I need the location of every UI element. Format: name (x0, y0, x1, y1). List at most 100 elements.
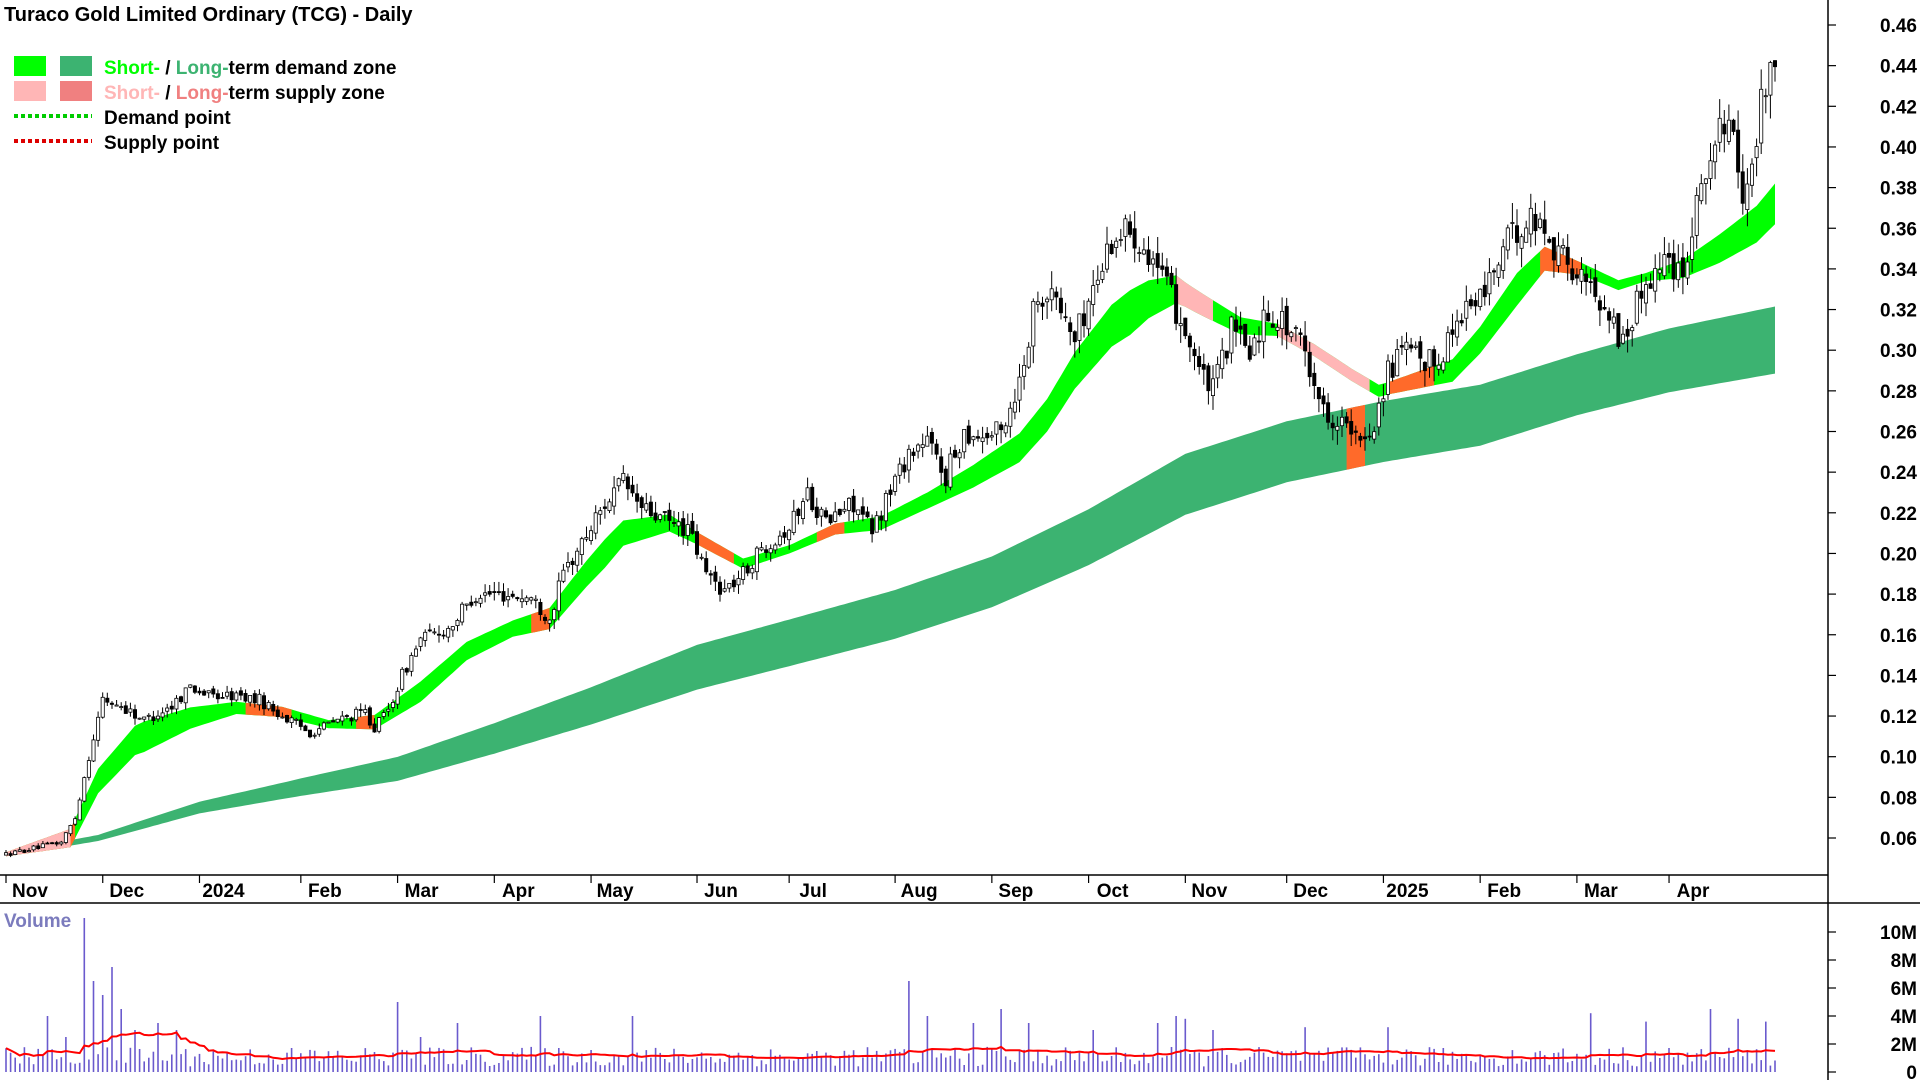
candle-body (1542, 219, 1547, 234)
candle-body (1187, 335, 1192, 348)
candle-body (1676, 262, 1681, 281)
volume-bars (5, 918, 1776, 1072)
candle-body (1358, 435, 1363, 441)
candle-body (446, 628, 451, 638)
candle-body (192, 685, 197, 693)
legend-swatch-short-supply (14, 81, 46, 101)
candle-body (340, 715, 345, 722)
short-term-supply-zone-start (6, 828, 71, 857)
candle-body (197, 690, 202, 694)
candle-body (1031, 300, 1036, 347)
candle-body (13, 850, 18, 856)
candle-body (1335, 425, 1340, 431)
candle-body (612, 487, 617, 507)
volume-tick-label: 10M (1880, 923, 1917, 944)
candle-body (271, 704, 276, 712)
candle-body (501, 591, 506, 602)
candle-body (1630, 327, 1635, 332)
candle-body (1625, 328, 1630, 337)
candle-body (307, 729, 312, 738)
candle-body (1699, 183, 1704, 202)
volume-panel: Volume 0 2M 4M 6M 8M 10M (4, 911, 1917, 1080)
candle-body (1703, 178, 1708, 184)
candle-body (354, 708, 359, 721)
month-tick-label: 2024 (202, 881, 245, 902)
candle-body (441, 634, 446, 637)
candle-body (225, 691, 230, 697)
candle-body (1363, 436, 1368, 440)
candle-body (962, 428, 967, 453)
candle-body (1510, 222, 1515, 224)
price-tick-label: 0.16 (1880, 626, 1917, 647)
candle-body (506, 596, 511, 601)
candle-body (22, 849, 27, 853)
candle-body (1068, 322, 1073, 332)
candle-body (363, 709, 368, 713)
candle-body (1114, 240, 1119, 248)
candle-body (1533, 213, 1538, 232)
candle-body (925, 435, 930, 447)
candle-body (178, 696, 183, 703)
candle-body (284, 715, 289, 723)
candle-body (1487, 272, 1492, 295)
candle-body (146, 714, 151, 717)
candle-body (1657, 269, 1662, 274)
candle-body (685, 524, 690, 536)
candle-body (155, 715, 160, 720)
candle-body (759, 547, 764, 551)
candle-body (1132, 228, 1137, 249)
candle-body (1141, 249, 1146, 255)
candle-body (1611, 316, 1616, 324)
candle-body (464, 603, 469, 606)
short-term-supply-zone-5 (816, 522, 845, 543)
candle-body (492, 591, 497, 594)
candle-body (1644, 284, 1649, 304)
candle-body (791, 510, 796, 533)
candle-body (1118, 239, 1123, 241)
candle-body (1754, 146, 1759, 159)
candle-body (561, 569, 566, 582)
candle-body (856, 509, 861, 515)
candle-body (1376, 402, 1381, 428)
candle-body (1717, 117, 1722, 143)
candle-body (1386, 360, 1391, 395)
candle-body (432, 631, 437, 634)
candle-body (1459, 320, 1464, 324)
candle-body (929, 431, 934, 444)
short-term-supply-zone-6 (1176, 275, 1213, 321)
candle-body (1680, 257, 1685, 277)
candle-body (1441, 361, 1446, 371)
candle-body (1077, 313, 1082, 341)
candle-body (206, 690, 211, 694)
candle-body (1722, 123, 1727, 135)
candle-body (1247, 345, 1252, 360)
candle-body (469, 601, 474, 606)
candle-body (1588, 281, 1593, 284)
candle-body (690, 520, 695, 534)
candle-body (906, 448, 911, 471)
candle-body (377, 717, 382, 732)
candle-body (1404, 341, 1409, 351)
candle-body (17, 849, 22, 852)
candle-body (524, 597, 529, 602)
price-tick-label: 0.20 (1880, 544, 1917, 565)
legend: Short- / Long-term demand zone Short- / L… (14, 56, 396, 154)
candle-body (1220, 349, 1225, 370)
month-tick-label: 2025 (1386, 881, 1429, 902)
candle-body (381, 712, 386, 717)
candle-body (1035, 301, 1040, 305)
candle-body (999, 424, 1004, 431)
candle-body (1261, 309, 1266, 343)
candle-body (1690, 236, 1695, 260)
candle-body (1340, 416, 1345, 427)
candle-body (1418, 341, 1423, 359)
candle-body (1561, 245, 1566, 249)
candle-body (473, 601, 478, 604)
candle-body (805, 487, 810, 501)
candle-body (1538, 218, 1543, 229)
short-term-zone (6, 183, 1775, 857)
price-tick-label: 0.44 (1880, 57, 1917, 78)
candle-body (699, 556, 704, 559)
candle-body (529, 597, 534, 601)
candle-body (1671, 253, 1676, 280)
